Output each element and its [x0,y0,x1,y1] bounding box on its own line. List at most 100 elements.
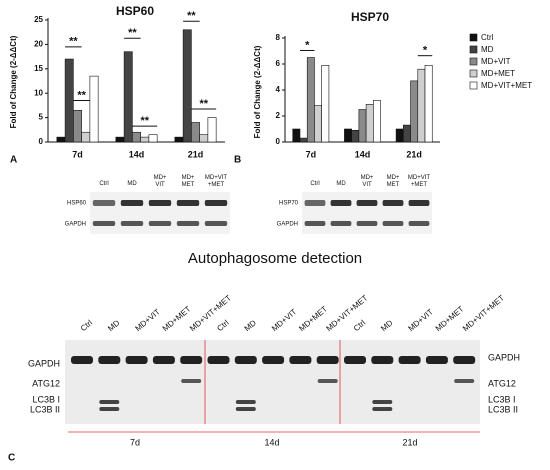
band [98,356,121,364]
lane-label: MD+VIT [361,175,374,188]
bar [358,109,367,143]
significance-mark: ** [128,27,137,39]
band [125,356,148,364]
bar [89,75,99,143]
row-label: LC3B I [32,394,60,404]
significance-mark: * [305,39,310,51]
legend-label: MD+VIT [481,57,511,66]
lane-label: MD [243,318,258,333]
chart-title: HSP60 [116,4,154,18]
band [204,200,228,206]
bar [373,100,381,143]
lane-label: MD+VIT+MET [205,175,228,188]
row-label: LC3B II [30,404,60,414]
lane-label: MD+VIT+MET [408,175,431,188]
bar [56,136,66,143]
lane-label: MD+VIT [133,307,162,333]
legend-label: MD+VIT+MET [481,81,532,90]
lane-label: MD+VIT [270,307,299,333]
bar [207,117,217,143]
bar [403,124,411,143]
band [207,356,230,364]
lane-label: MD+MET [161,304,193,333]
row-label: LC3B I [488,394,516,404]
band [180,356,203,364]
legend-label: Ctrl [481,33,494,42]
lane-label: Ctrl [79,318,94,333]
significance-mark: ** [69,36,78,48]
lane-label: MD+MET [387,175,400,188]
band [425,356,448,364]
y-tick-label: 8 [276,33,281,42]
y-tick-label: 2 [276,111,281,120]
band [382,200,404,206]
band [204,221,228,226]
y-tick-label: 6 [276,59,281,68]
chart-title: HSP70 [351,10,389,24]
band [408,221,430,226]
band [235,400,256,404]
bar [81,131,91,143]
y-tick-label: 0 [276,137,281,146]
time-label: 14d [264,437,279,447]
band [454,379,475,383]
band [356,221,378,226]
blot [65,340,480,424]
bar [148,134,158,143]
section-title: Autophagosome detection [188,250,362,267]
band [330,221,352,226]
bar [64,58,74,143]
x-tick-label: 7d [306,149,317,159]
time-label: 21d [402,437,417,447]
bar [73,109,82,143]
row-label: HSP70 [279,201,299,207]
bar [299,137,308,143]
bar [199,134,209,143]
panel-label: C [8,453,15,464]
y-tick-label: 5 [39,113,44,122]
row-label: GAPDH [277,222,298,228]
blot [302,192,432,234]
x-tick-label: 14d [355,149,371,159]
band [148,200,172,206]
lane-label: MD [336,181,346,187]
band [289,356,312,364]
panel-label: A [10,155,17,166]
band [316,356,339,364]
lane-label: Ctrl [352,318,367,333]
band [372,400,393,404]
significance-mark: * [423,45,428,57]
bar [115,136,125,143]
legend-swatch [469,69,478,78]
band [382,221,404,226]
lane-label: MD+VIT [154,175,167,188]
band [235,407,256,411]
bar [410,80,419,143]
bar [321,65,330,143]
band [181,379,202,383]
panel-label: B [234,155,241,166]
blot [90,192,230,234]
lane-label: MD+VIT+MET [461,293,506,333]
bar [344,128,352,143]
row-label: ATG12 [32,378,60,388]
legend-label: MD+MET [481,69,515,78]
band [408,200,430,206]
lane-label: Ctrl [215,318,230,333]
band [120,221,144,226]
significance-mark: ** [140,115,149,127]
bar [351,130,360,143]
lane-label: MD [127,181,137,187]
row-label: GAPDH [488,352,520,362]
y-tick-label: 0 [39,137,44,146]
band [304,200,326,206]
legend-swatch [469,33,478,42]
band [120,200,144,206]
x-tick-label: 7d [72,149,83,159]
band [92,221,116,226]
band [176,221,200,226]
row-label: GAPDH [28,358,60,368]
bar [424,65,433,143]
legend-swatch [469,45,478,54]
